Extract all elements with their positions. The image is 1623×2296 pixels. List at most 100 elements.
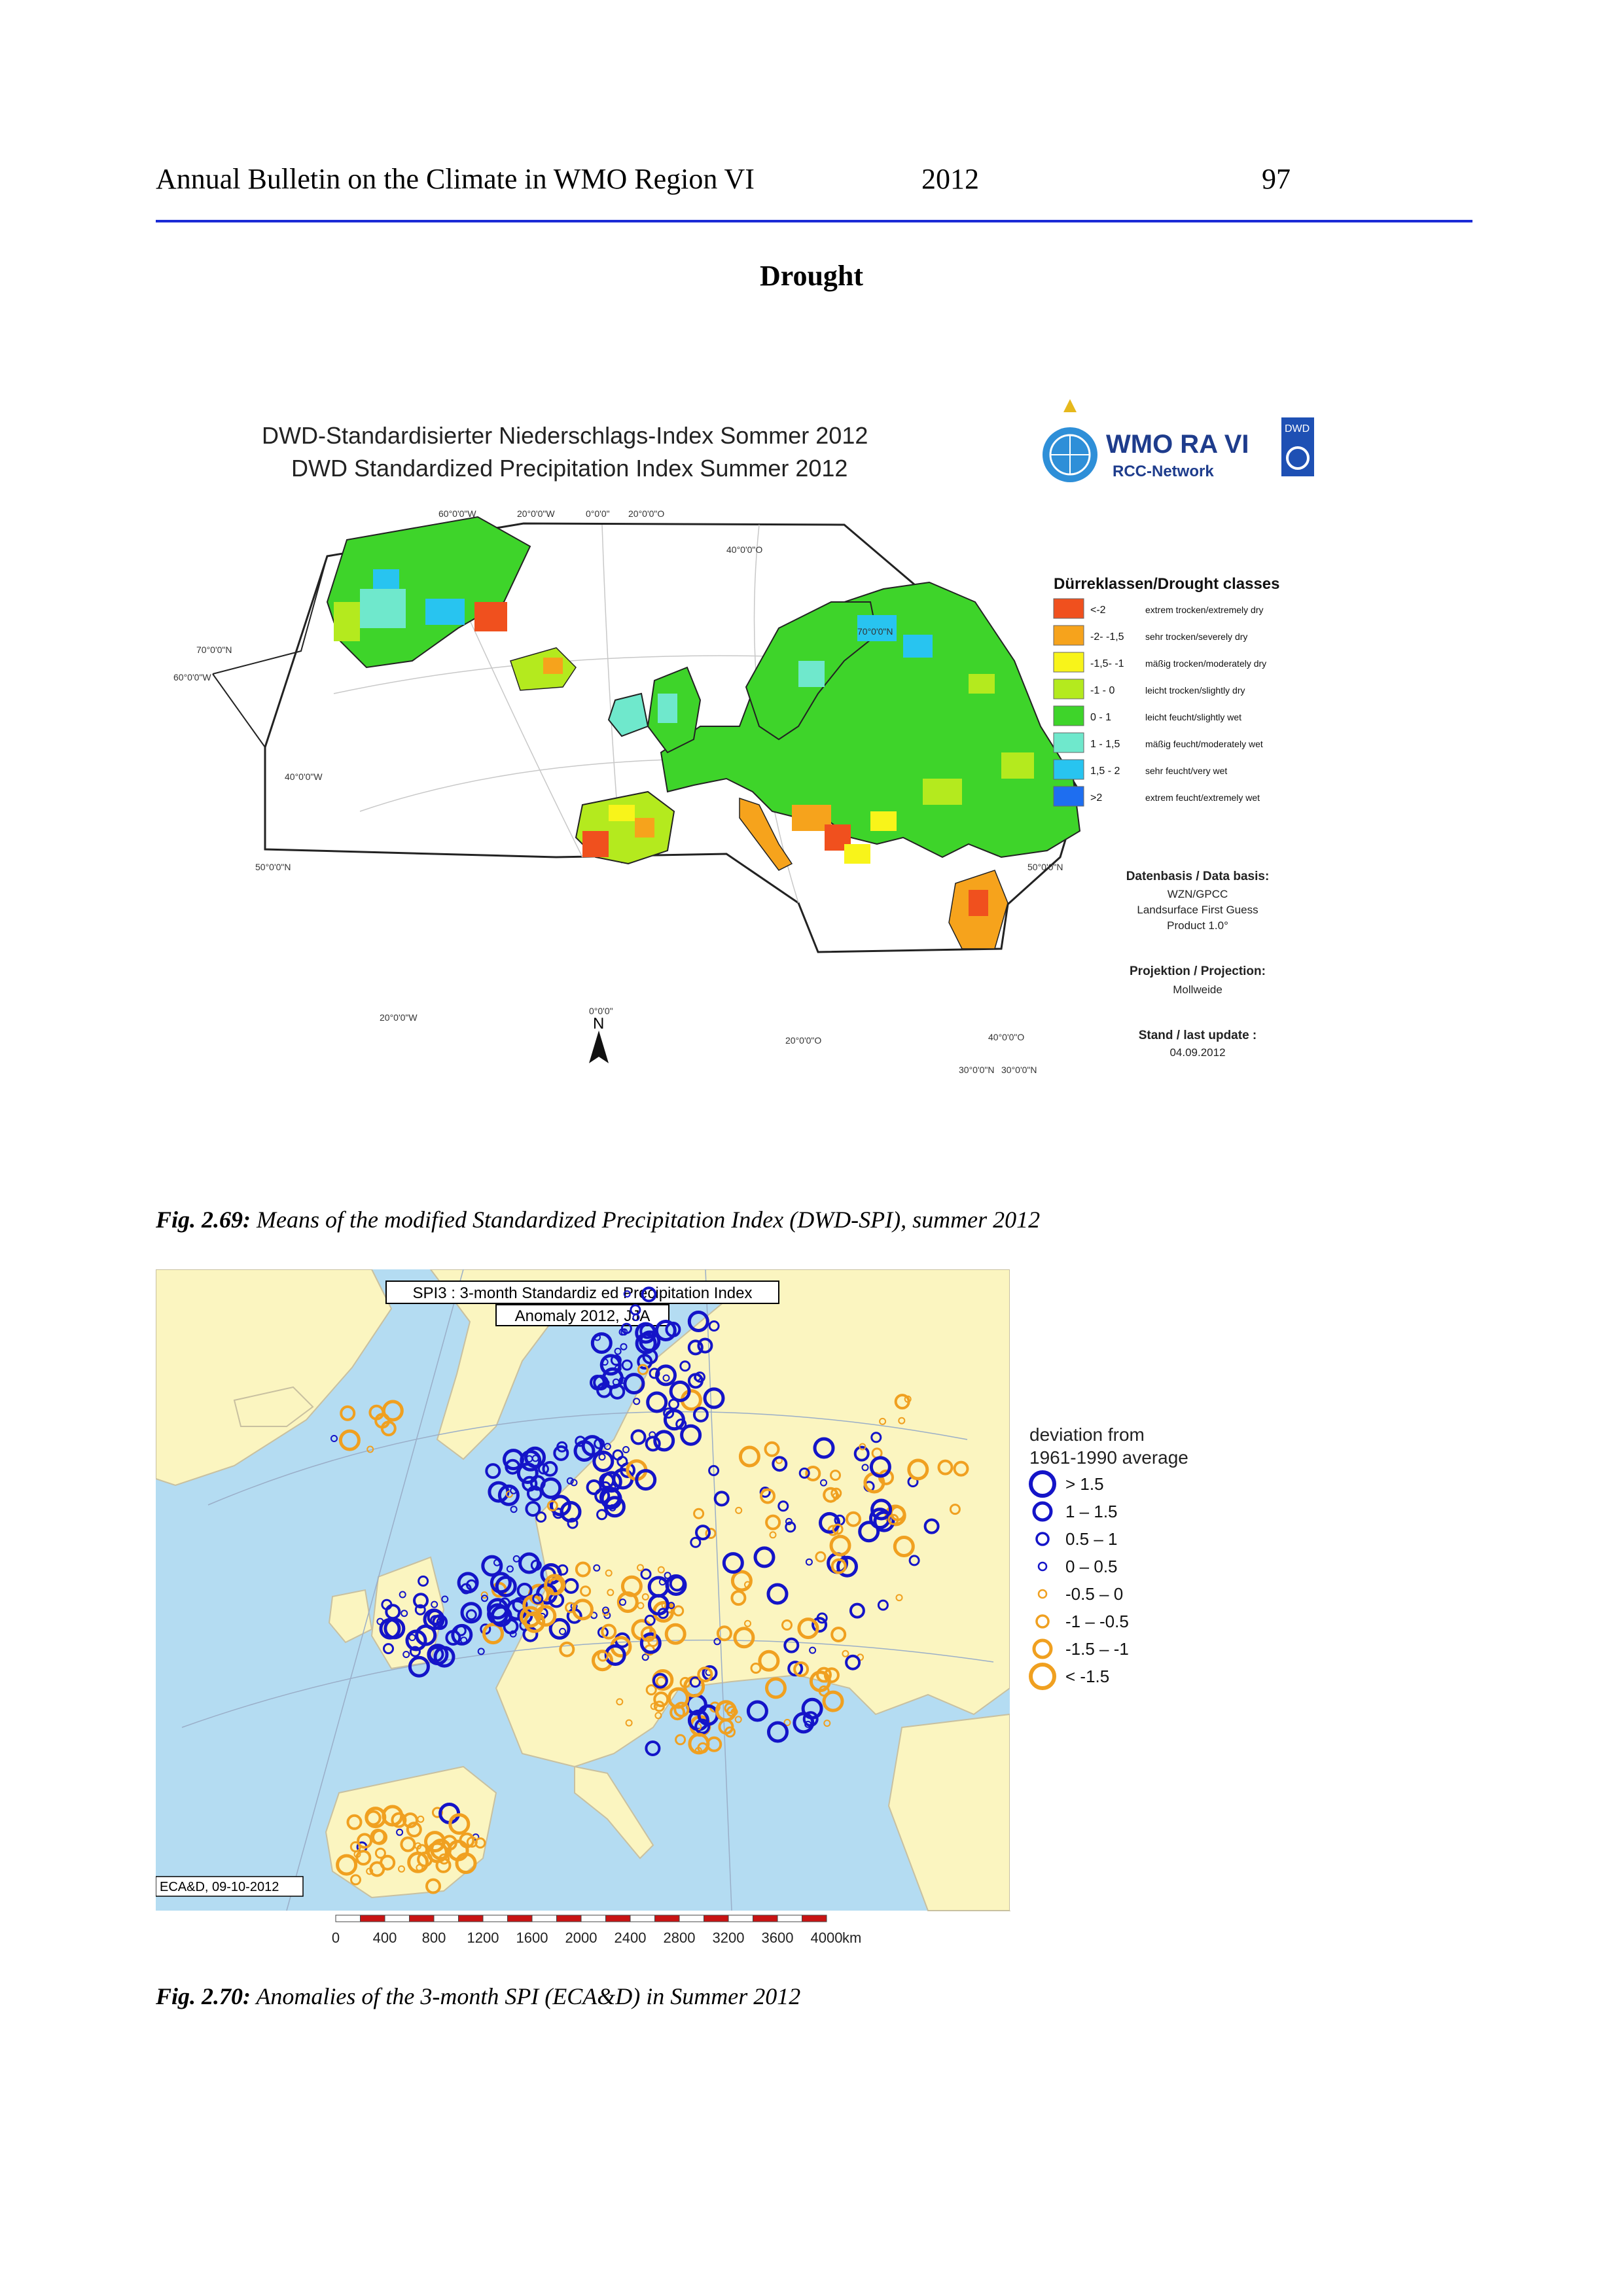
station-marker [481, 1595, 488, 1602]
scale-segment [531, 1915, 557, 1922]
station-marker [597, 1650, 609, 1662]
station-marker [499, 1597, 510, 1609]
station-marker [510, 1506, 518, 1513]
station-marker [705, 1528, 717, 1539]
scale-tick-label: 3200 [713, 1930, 745, 1946]
station-marker [668, 1687, 689, 1709]
station-marker [690, 1536, 702, 1548]
station-marker [706, 1736, 722, 1752]
station-marker [616, 1698, 624, 1706]
station-marker [746, 1700, 768, 1722]
station-marker [512, 1555, 520, 1563]
station-marker [637, 1354, 653, 1370]
station-marker [338, 1429, 361, 1451]
station-marker [809, 1670, 831, 1693]
station-marker [713, 1491, 730, 1507]
station-marker [758, 1650, 780, 1672]
station-marker [836, 1555, 858, 1578]
page-number: 97 [1262, 163, 1291, 195]
station-marker [630, 1429, 647, 1445]
station-marker [425, 1878, 441, 1894]
lat-label: 70°0'0"N [857, 626, 893, 637]
russia-dry-patch [969, 674, 995, 694]
station-marker [441, 1835, 457, 1851]
map-title-en: DWD Standardized Precipitation Index Sum… [291, 455, 847, 482]
lon-label: 20°0'0"O [785, 1035, 821, 1046]
station-marker [607, 1589, 615, 1597]
station-marker [907, 1458, 929, 1481]
station-marker [675, 1734, 687, 1746]
legend-class-label: sehr trocken/severely dry [1145, 631, 1247, 642]
station-marker [722, 1552, 744, 1574]
station-marker [646, 1391, 668, 1413]
station-marker [465, 1609, 477, 1621]
caption-label: Fig. 2.70: [156, 1983, 251, 2009]
station-marker [431, 1600, 438, 1608]
scale-segment [507, 1915, 533, 1922]
station-marker [506, 1565, 514, 1573]
scale-segment [605, 1915, 631, 1922]
station-marker [350, 1874, 361, 1886]
dwd-spi-map-figure: DWD-Standardisierter Niederschlags-Index… [151, 386, 1342, 1165]
lon-label: 40°0'0"O [988, 1032, 1024, 1042]
station-marker [812, 1617, 828, 1633]
scale-segment [556, 1915, 582, 1922]
wmo-logo-text: WMO RA VI [1106, 430, 1249, 459]
station-marker [664, 1623, 687, 1645]
station-marker [601, 1367, 624, 1389]
station-marker [783, 1719, 791, 1726]
station-marker [830, 1487, 842, 1499]
station-marker [697, 1337, 713, 1354]
britain-wet-patch [658, 694, 677, 723]
scale-tick-label: 4000 [811, 1930, 843, 1946]
station-marker [644, 1614, 656, 1626]
station-marker [639, 1632, 662, 1654]
station-marker [772, 1456, 788, 1472]
legend-swatch [1053, 732, 1084, 753]
station-marker [730, 1708, 738, 1716]
greenland-slightly-dry [334, 602, 360, 641]
data-basis-label: Datenbasis / Data basis: [1126, 870, 1270, 883]
station-marker [689, 1676, 701, 1688]
map-title-box [385, 1280, 779, 1304]
scale-segment [433, 1915, 459, 1922]
scale-tick-label: 0 [332, 1930, 340, 1946]
station-marker [522, 1626, 539, 1642]
graticule-stub [212, 556, 328, 675]
station-marker [766, 1583, 789, 1605]
station-marker [553, 1445, 569, 1461]
bulletin-title: Annual Bulletin on the Climate in WMO Re… [156, 163, 755, 195]
station-marker [641, 1653, 649, 1661]
station-marker [503, 1449, 524, 1471]
station-marker [649, 1368, 660, 1379]
station-marker [612, 1449, 624, 1461]
legend-range: <-2 [1090, 605, 1106, 616]
station-marker [560, 1501, 582, 1523]
station-marker [570, 1479, 578, 1487]
station-marker [937, 1459, 954, 1475]
station-marker [823, 1720, 831, 1727]
station-marker [633, 1398, 641, 1405]
station-marker [822, 1690, 844, 1712]
station-marker [635, 1332, 657, 1354]
station-marker [385, 1604, 401, 1620]
station-marker [455, 1852, 477, 1875]
station-marker [870, 1432, 882, 1443]
station-marker [853, 1445, 870, 1462]
levant-dry-patch [969, 890, 988, 916]
station-marker [637, 1564, 644, 1572]
greenland-wet-patch [425, 599, 465, 625]
legend-range: -1 - 0 [1090, 685, 1115, 696]
station-marker [516, 1582, 533, 1598]
lat-label: 50°0'0"N [1027, 862, 1063, 872]
bulletin-year: 2012 [921, 163, 979, 195]
station-marker [753, 1546, 776, 1568]
station-marker [622, 1446, 630, 1453]
lon-label: 20°0'0"W [380, 1012, 418, 1023]
russia-dry-patch [1001, 752, 1034, 779]
legend-range: 1 - 1,5 [1090, 739, 1120, 750]
station-marker [798, 1467, 810, 1479]
station-marker [652, 1672, 668, 1689]
station-marker [842, 1650, 849, 1657]
scandinavia-wet-patch [857, 615, 897, 641]
